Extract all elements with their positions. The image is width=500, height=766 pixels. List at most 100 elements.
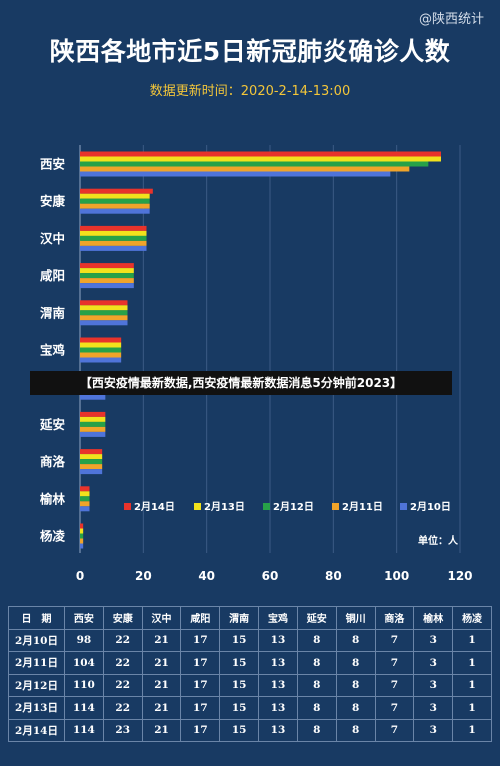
legend-label: 2月14日 [134, 501, 175, 513]
city-header: 宝鸡 [258, 606, 298, 630]
count-cell: 15 [219, 696, 260, 720]
bar [80, 459, 103, 465]
bar [80, 342, 122, 348]
category-label: 安康 [40, 194, 66, 209]
count-cell: 8 [335, 673, 376, 697]
count-cell: 3 [413, 718, 454, 742]
count-cell: 8 [296, 673, 337, 697]
bar [80, 166, 410, 172]
bar [80, 283, 134, 289]
count-cell: 22 [102, 673, 143, 697]
legend-swatch [332, 503, 339, 510]
city-header: 铜川 [335, 606, 376, 630]
x-tick-label: 120 [447, 569, 472, 583]
bar [80, 161, 429, 167]
bar [80, 501, 90, 507]
bar [80, 416, 106, 422]
city-header: 杨凌 [452, 606, 492, 630]
category-label: 商洛 [40, 454, 66, 469]
bar [80, 431, 106, 437]
count-cell: 17 [180, 628, 221, 652]
date-cell: 2月14日 [8, 718, 65, 742]
count-cell: 114 [64, 696, 104, 720]
bar [80, 464, 103, 470]
count-cell: 13 [258, 696, 298, 720]
chart-title: 陕西各地市近5日新冠肺炎确诊人数 [49, 37, 451, 66]
count-cell: 8 [296, 628, 337, 652]
source-watermark: @陕西统计 [418, 12, 484, 27]
bar [80, 240, 147, 246]
bar [80, 421, 106, 427]
unit-label: 单位：人 [418, 534, 459, 547]
x-tick-label: 100 [384, 569, 409, 583]
legend-swatch [400, 503, 407, 510]
table-row: 2月12日 110 22 21 17 15 13 8 8 7 3 1 [8, 673, 492, 697]
count-cell: 114 [64, 718, 104, 742]
count-cell: 7 [374, 718, 415, 742]
bar [80, 273, 134, 279]
count-cell: 3 [413, 696, 454, 720]
bar [80, 156, 441, 162]
count-cell: 8 [335, 696, 376, 720]
date-cell: 2月10日 [8, 628, 65, 652]
table-row: 2月11日 104 22 21 17 15 13 8 8 7 3 1 [8, 651, 492, 675]
count-cell: 1 [452, 673, 492, 697]
data-table: 日 期西安 安康 汉中 咸阳 渭南 宝鸡 延安 铜川 商洛 榆林 杨凌 2月10日 98 22 21 17 1… [8, 606, 492, 742]
count-cell: 15 [219, 628, 260, 652]
legend-label: 2月11日 [342, 501, 383, 513]
date-cell: 2月11日 [8, 651, 65, 675]
category-label: 咸阳 [40, 268, 65, 283]
category-label: 汉中 [40, 231, 65, 246]
bar [80, 486, 90, 492]
bar [80, 506, 90, 512]
bar [80, 315, 128, 321]
bar [80, 449, 103, 455]
city-header: 西安 [64, 606, 104, 630]
count-cell: 13 [258, 628, 298, 652]
count-cell: 3 [413, 673, 454, 697]
bar [80, 528, 84, 534]
bar [80, 352, 122, 358]
table-row: 2月10日 98 22 21 17 15 13 8 8 7 3 1 [8, 628, 492, 652]
count-cell: 8 [296, 696, 337, 720]
legend-swatch [263, 503, 270, 510]
bar [80, 491, 90, 497]
category-label: 延安 [39, 417, 65, 432]
count-cell: 7 [374, 673, 415, 697]
count-cell: 1 [452, 696, 492, 720]
bar [80, 411, 106, 417]
count-cell: 17 [180, 696, 221, 720]
count-cell: 21 [141, 651, 182, 675]
bar [80, 188, 153, 194]
bar [80, 198, 150, 204]
news-banner[interactable]: 【西安疫情最新数据,西安疫情最新数据消息5分钟前2023】 [30, 371, 452, 395]
city-header: 汉中 [141, 606, 182, 630]
x-tick-label: 80 [325, 569, 342, 583]
category-label: 宝鸡 [40, 343, 65, 358]
city-header: 榆林 [413, 606, 454, 630]
legend-label: 2月12日 [273, 501, 314, 513]
bar [80, 305, 128, 311]
x-tick-label: 60 [262, 569, 279, 583]
bar [80, 193, 150, 199]
bar [80, 263, 134, 269]
bar [80, 278, 134, 284]
city-header: 咸阳 [180, 606, 221, 630]
table-row: 2月13日 114 22 21 17 15 13 8 8 7 3 1 [8, 696, 492, 720]
bar [80, 496, 90, 502]
bar [80, 245, 147, 251]
count-cell: 13 [258, 673, 298, 697]
count-cell: 3 [413, 628, 454, 652]
bar [80, 230, 147, 236]
count-cell: 15 [219, 651, 260, 675]
bar [80, 300, 128, 306]
count-cell: 15 [219, 673, 260, 697]
count-cell: 104 [64, 651, 104, 675]
bar [80, 523, 84, 529]
count-cell: 8 [335, 628, 376, 652]
bar-chart: 020406080100120西安安康汉中咸阳渭南宝鸡铜川延安商洛榆林杨凌2月1… [39, 145, 473, 583]
date-cell: 2月13日 [8, 696, 65, 720]
legend-label: 2月13日 [204, 501, 245, 513]
count-cell: 8 [335, 651, 376, 675]
count-cell: 22 [102, 651, 143, 675]
